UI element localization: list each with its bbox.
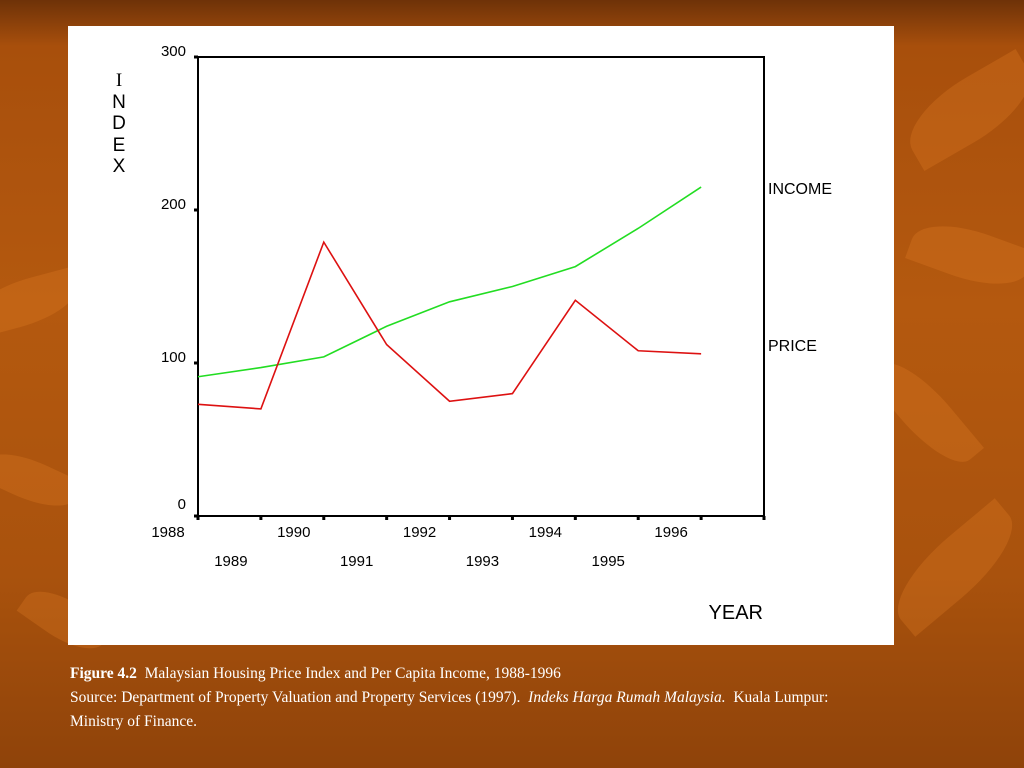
y-tick-label: 300 — [161, 43, 186, 60]
series-label-price: PRICE — [768, 338, 817, 355]
background-leaf — [905, 210, 1024, 300]
series-line-price — [197, 240, 702, 410]
y-axis-title-letter: D — [112, 113, 126, 134]
series-line-income — [197, 186, 702, 378]
line-chart: 0 100 200 300 1988 1990 1992 1994 1996 1989 1991 19… — [151, 43, 832, 624]
series-label-income: INCOME — [768, 181, 832, 198]
x-tick-label: 1988 — [151, 524, 184, 541]
x-tick-label: 1989 — [214, 553, 247, 570]
figure-source-publisher: Kuala Lumpur: Ministry of Finance. — [70, 689, 829, 730]
x-tick-label: 1991 — [340, 553, 373, 570]
y-tick-label: 200 — [161, 196, 186, 213]
figure-title: Malaysian Housing Price Index and Per Ca… — [144, 665, 561, 682]
y-tick-label: 100 — [161, 349, 186, 366]
background-leaf — [879, 498, 1024, 637]
x-tick-label: 1995 — [592, 553, 625, 570]
plot-frame — [197, 56, 765, 517]
x-tick-label: 1993 — [466, 553, 499, 570]
x-tick-label: 1992 — [403, 524, 436, 541]
x-tick-label: 1996 — [654, 524, 687, 541]
background-leaf — [894, 49, 1024, 171]
y-axis-title-letter: I — [115, 70, 123, 91]
y-axis-title-letter: X — [112, 156, 126, 177]
figure-label: Figure 4.2 — [70, 665, 137, 682]
x-axis-title: YEAR — [709, 602, 763, 624]
figure-caption: Figure 4.2 Malaysian Housing Price Index… — [70, 662, 850, 734]
y-axis-title-letter: N — [112, 91, 126, 113]
y-axis-title-letter: E — [112, 134, 126, 156]
figure-source: Source: Department of Property Valuation… — [70, 689, 521, 706]
x-tick-label: 1990 — [277, 524, 310, 541]
y-tick-label: 0 — [178, 496, 186, 513]
figure-source-title: Indeks Harga Rumah Malaysia. — [528, 689, 726, 706]
x-tick-label: 1994 — [529, 524, 562, 541]
